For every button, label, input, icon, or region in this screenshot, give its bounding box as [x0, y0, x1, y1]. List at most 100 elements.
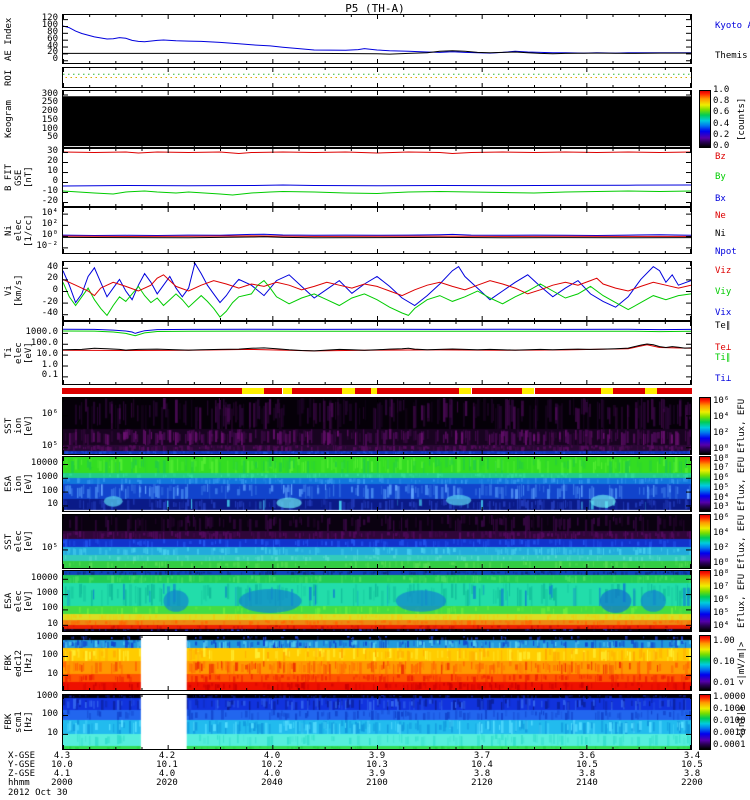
panel-label-esa_elec: [eV] [24, 590, 34, 612]
footer-value: 3.4 [683, 751, 701, 761]
flag-segment [600, 388, 614, 394]
colorbar-tick-label: 10² [713, 542, 730, 553]
y-tick-label: 10² [41, 218, 58, 229]
panel-label-esa_ion: ESA [4, 475, 14, 493]
colorbar-tick-label: 10⁶ [713, 513, 730, 524]
series-viz [63, 274, 691, 297]
y-tick-label: 10⁶ [41, 409, 58, 420]
panel-label-sst_ion: ion [14, 417, 24, 435]
y-tick-label: -10 [41, 185, 58, 196]
colorbar-unit-label: Eflux, EFU [737, 398, 747, 454]
panel-label-ti: [eV] [24, 342, 34, 364]
bfit-lines [63, 149, 691, 206]
panel-label-ae: AE Index [4, 17, 14, 61]
legend-Ni: Ni [715, 228, 726, 239]
panel-esa_ion [62, 456, 692, 512]
colorbar-tick-label: 10⁰ [713, 443, 730, 454]
y-tick-label: -20 [41, 296, 58, 307]
colorbar-unit-label: Eflux, EFU [737, 456, 747, 512]
y-tick-label: 10 [47, 499, 58, 510]
colorbar-tick-label: 0.0100 [713, 716, 746, 726]
keogram-colorbar [699, 90, 711, 148]
panel-label-vi: [km/s] [14, 274, 24, 308]
colorbar-unit-label: Eflux, EFU [737, 514, 747, 569]
footer-value: 10.2 [261, 760, 283, 770]
y-tick-label: 20 [47, 155, 58, 166]
panel-label-fbk_scm: FBK [4, 713, 14, 731]
y-tick-label: 10⁰ [41, 230, 58, 241]
esa_elec-spectrogram [63, 571, 691, 631]
y-tick-label: 1000.0 [25, 326, 58, 337]
colorbar-tick-label: 0.0001 [713, 739, 746, 750]
colorbar-tick-label: 10⁵ [713, 608, 730, 619]
series-ti-perp [63, 328, 691, 334]
ti-lines [63, 322, 691, 384]
flag-segment [241, 388, 264, 394]
legend-Themis-AE: Themis AE [715, 50, 750, 61]
esa_elec-lines [63, 571, 691, 631]
colorbar-tick-label: 10⁶ [713, 396, 730, 407]
esa_ion-spectrogram [63, 457, 691, 511]
sst_elec-lines [63, 515, 691, 568]
y-tick-label: 30 [47, 146, 58, 157]
colorbar-tick-label: 0.10 [713, 657, 735, 667]
footer-row-label: Y-GSE [8, 760, 36, 770]
series-te-para [63, 343, 691, 352]
sst_ion-colorbar [699, 397, 711, 455]
colorbar-tick-label: 10⁸ [713, 453, 730, 464]
flag-segment [534, 388, 601, 394]
y-tick-label: 300 [41, 88, 58, 99]
y-tick-label: 100 [41, 708, 58, 719]
flag-segment [471, 388, 522, 394]
colorbar-tick-label: 1.0000 [713, 692, 746, 703]
y-tick-label: 0 [52, 285, 58, 295]
footer-value: 10.5 [681, 760, 703, 770]
panel-label-esa_elec: elec [14, 590, 24, 612]
flag-segment [62, 388, 242, 394]
legend-By: By [715, 171, 726, 182]
footer-value: 10.4 [471, 760, 493, 770]
panel-label-keogram: Keogram [4, 100, 14, 138]
panel-label-esa_ion: ion [14, 475, 24, 493]
colorbar-tick-label: 10⁰ [713, 557, 730, 568]
colorbar-tick-label: 10⁷ [713, 463, 730, 474]
esa_elec-colorbar [699, 570, 711, 632]
date-label: 2012 Oct 30 [8, 788, 68, 798]
sst_elec-colorbar [699, 514, 711, 569]
flag-segment [354, 388, 371, 394]
flag-segment [521, 388, 535, 394]
plot-title: P5 (TH-A) [345, 2, 405, 15]
panel-label-sst_elec: elec [14, 530, 24, 553]
y-tick-label: 100 [41, 603, 58, 614]
series-ne [63, 235, 691, 237]
footer-value: 2040 [261, 778, 283, 788]
fbk_edc-lines [63, 636, 691, 690]
y-tick-label: 0.1 [41, 370, 58, 381]
footer-row-y-gse: Y-GSE 10.0 10.1 10.2 10.3 10.4 10.5 10.5 [0, 761, 750, 770]
panel-label-bfit: [nT] [24, 166, 34, 189]
legend-Npot: Npot [715, 247, 737, 258]
footer-value: 10.0 [51, 760, 73, 770]
colorbar-tick-label: 10⁴ [713, 621, 730, 632]
flag-segment [613, 388, 645, 394]
sst_ion-spectrogram [63, 398, 691, 454]
y-tick-label: 150 [41, 114, 58, 125]
panel-bfit [62, 148, 692, 207]
panel-fbk_scm [62, 694, 692, 750]
colorbar-tick-label: 10⁶ [713, 473, 730, 484]
flag-segment [342, 388, 355, 394]
fbk_scm-colorbar [699, 694, 711, 750]
colorbar-tick-label: 0.01 [713, 677, 735, 688]
y-tick-label: 200 [41, 106, 58, 116]
panel-label-esa_elec: ESA [4, 592, 14, 610]
legend-Viy: Viy [715, 287, 732, 297]
panel-label-ni: Ni [4, 225, 14, 236]
footer-value: 3.8 [683, 769, 701, 779]
footer-value: 3.6 [578, 751, 596, 761]
footer-value: 2020 [156, 778, 178, 788]
y-tick-label: 40 [47, 261, 58, 272]
footer-value: 2140 [576, 778, 598, 788]
panel-label-bfit: B FIT [4, 163, 14, 192]
flag-segment [291, 388, 343, 394]
panel-vi [62, 261, 692, 321]
